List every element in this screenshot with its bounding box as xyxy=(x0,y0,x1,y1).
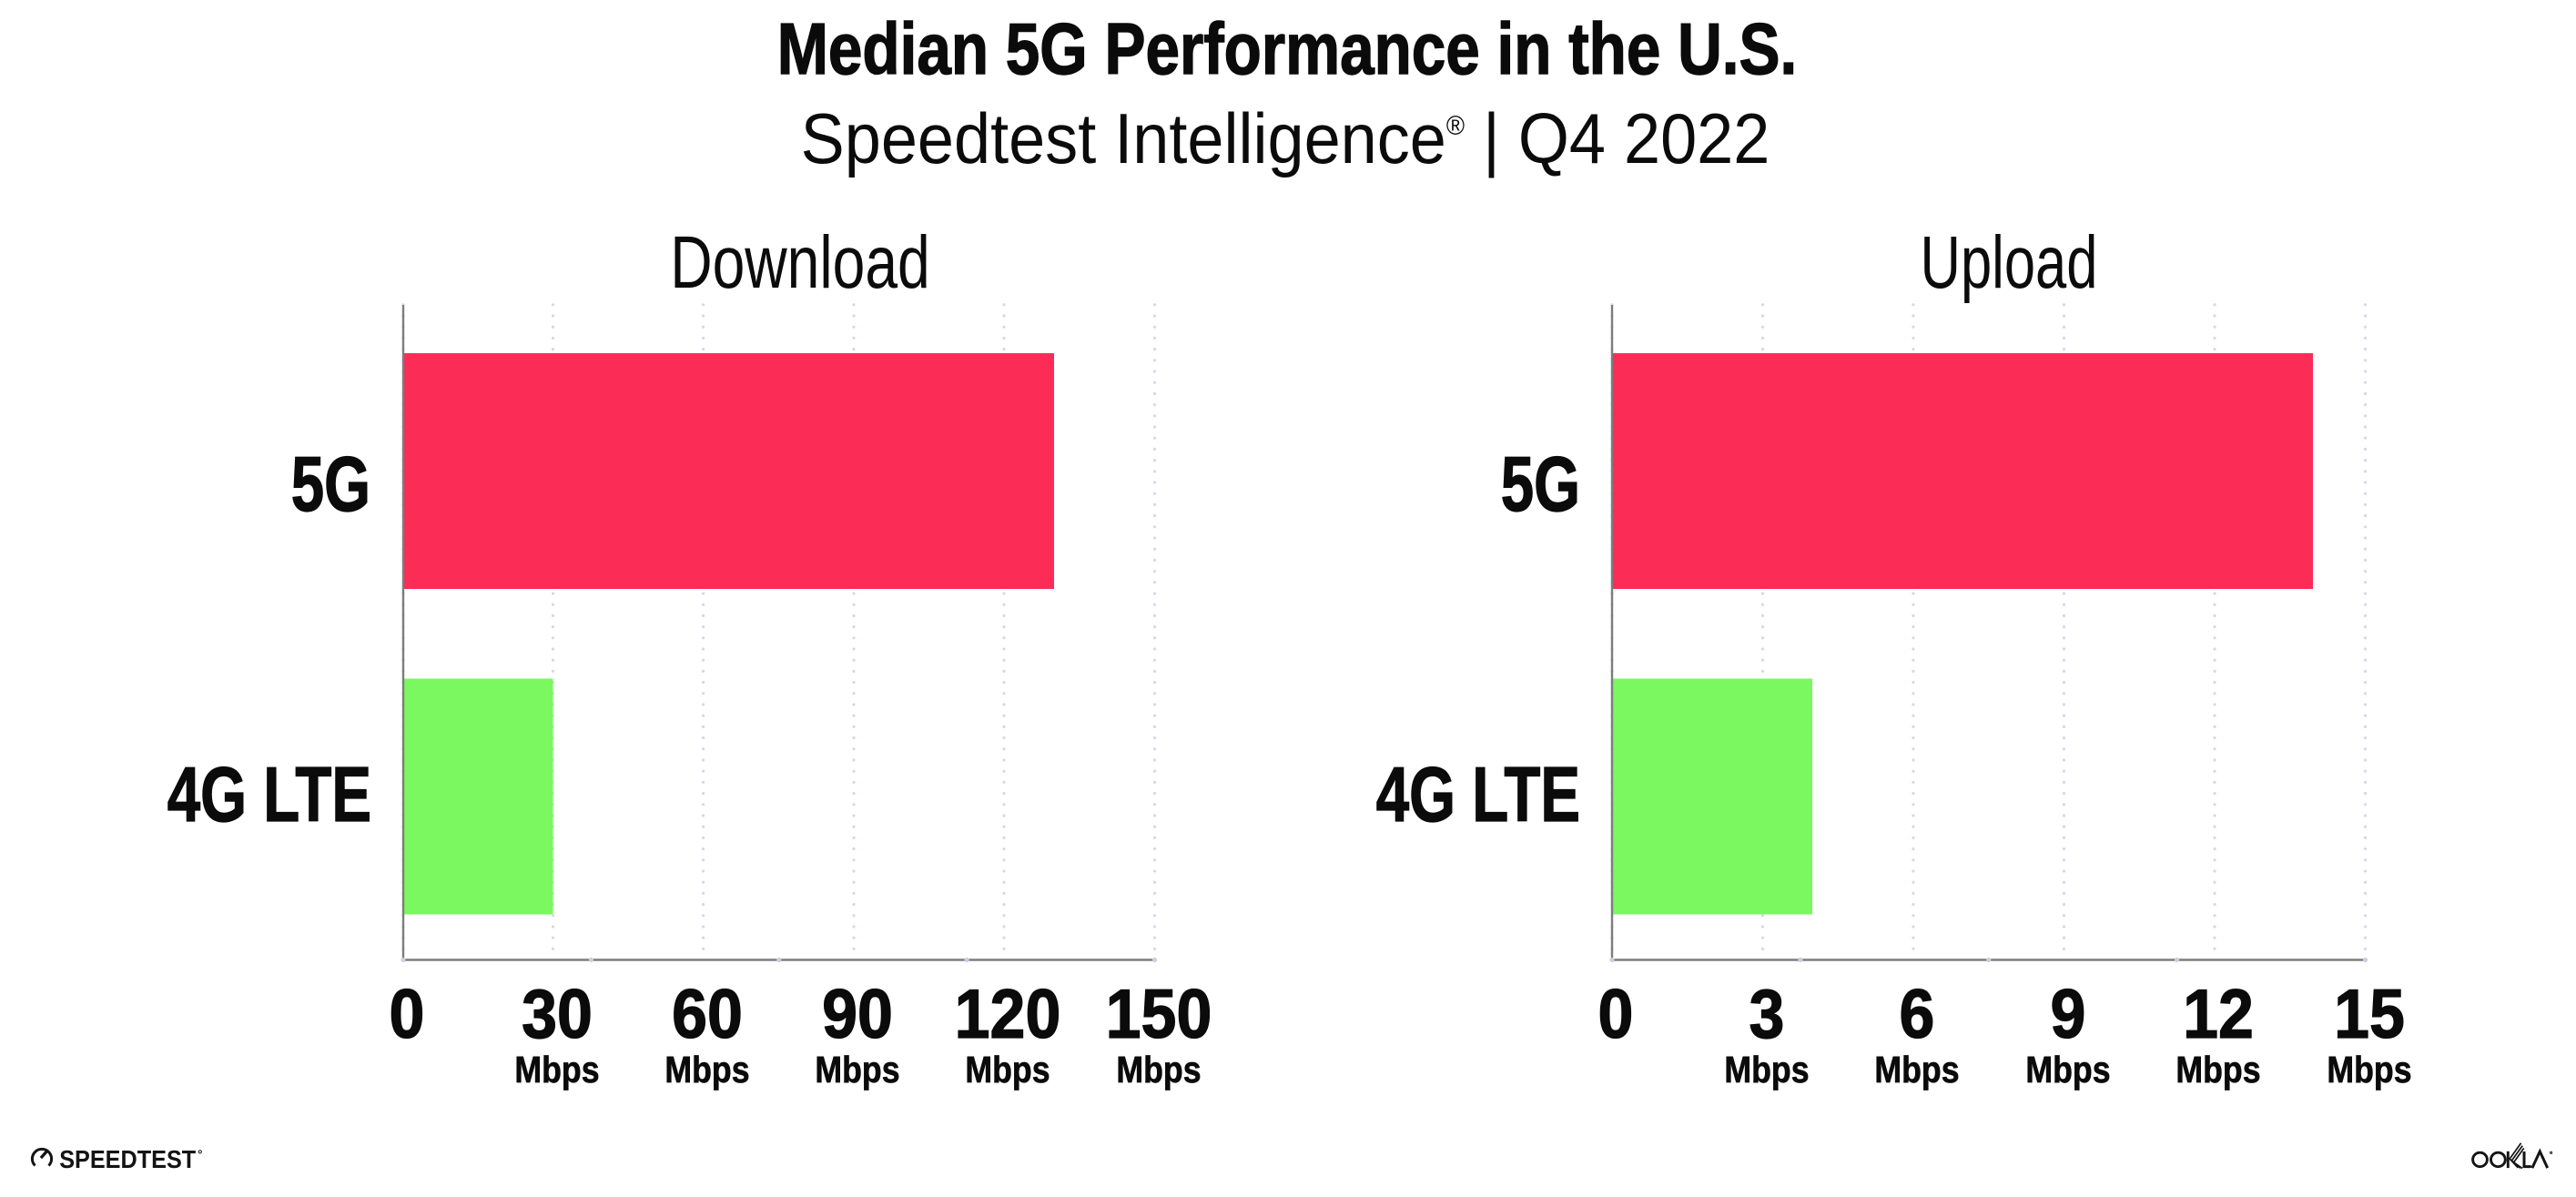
svg-text:R: R xyxy=(2550,1151,2552,1155)
svg-text:SPEEDTEST: SPEEDTEST xyxy=(59,1145,196,1173)
